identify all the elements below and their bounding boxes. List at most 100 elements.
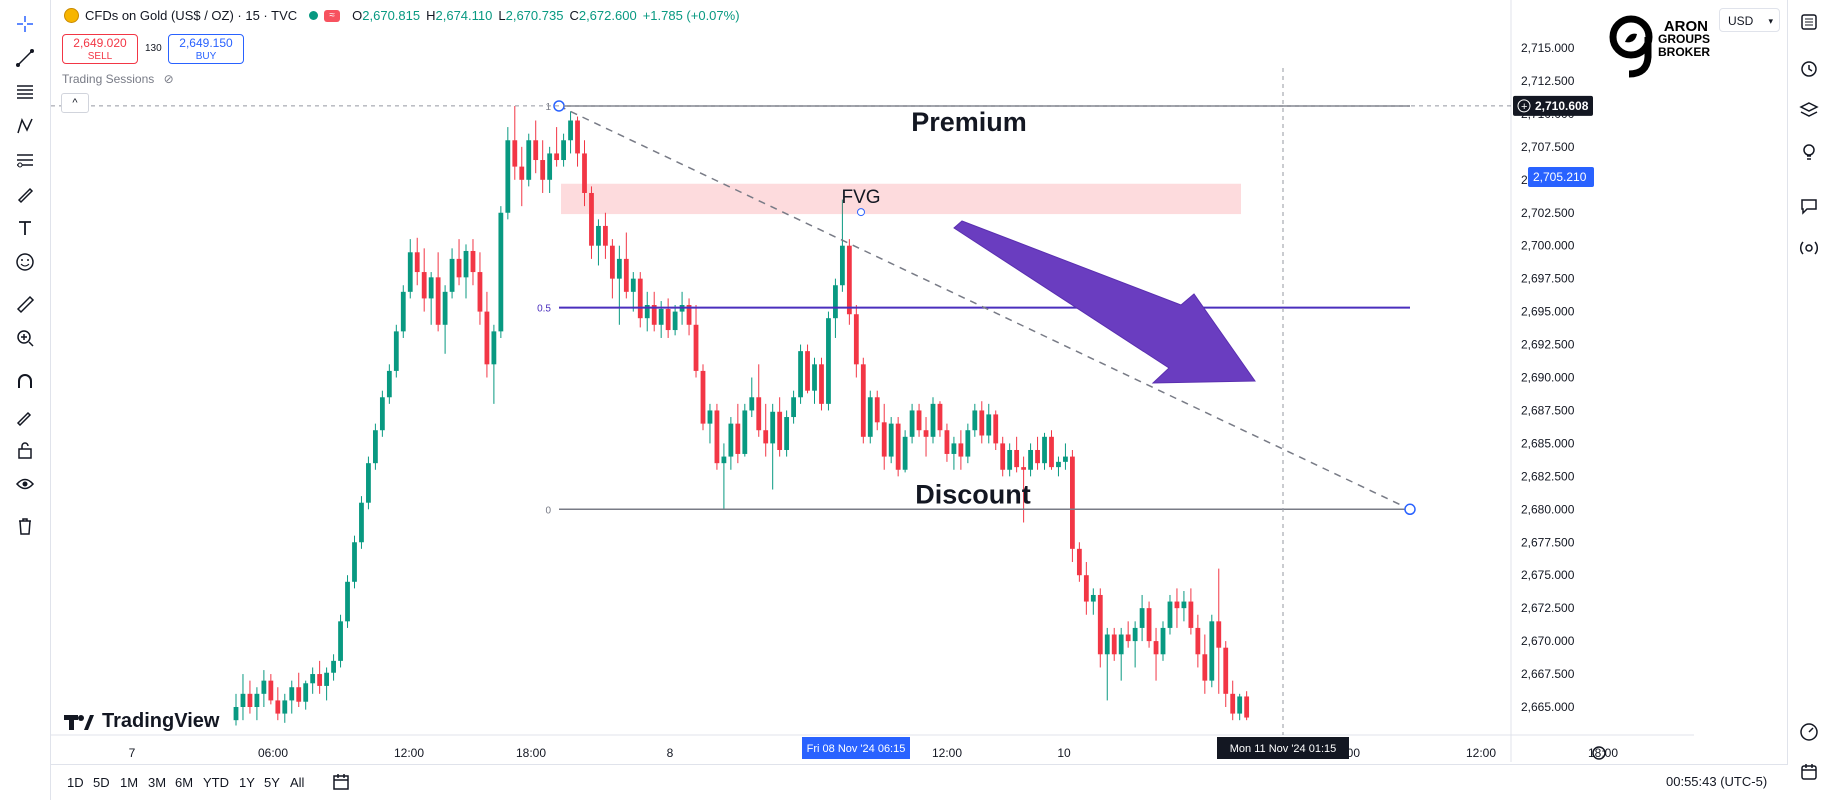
spread-value: 130 <box>145 43 162 54</box>
candle-bearish <box>665 308 671 331</box>
clock-timezone[interactable]: 00:55:43 (UTC-5) <box>1666 774 1768 789</box>
fvg-zone[interactable] <box>561 183 1241 215</box>
watchlist-icon[interactable] <box>1795 8 1823 36</box>
candle-bullish <box>839 245 845 286</box>
candle-bearish <box>1035 449 1040 464</box>
crosshair-icon[interactable] <box>11 10 39 38</box>
candlestick-chart[interactable]: 2,715.0002,712.5002,710.0002,707.5002,70… <box>51 0 1694 762</box>
candle-bearish <box>435 277 441 325</box>
candle-bearish <box>805 351 810 391</box>
candle-bearish <box>609 245 615 279</box>
close-label: C <box>569 8 579 23</box>
signal-broadcast-icon[interactable] <box>1795 234 1823 262</box>
y-tick-label: 2,712.500 <box>1521 74 1575 88</box>
candle-bearish <box>519 166 525 180</box>
range-5d[interactable]: 5D <box>93 775 110 790</box>
currency-selector[interactable]: USD ▾ <box>1719 8 1780 32</box>
range-6m[interactable]: 6M <box>175 775 194 790</box>
candle-bullish <box>644 305 650 319</box>
alarm-clock-icon[interactable] <box>1795 54 1823 82</box>
candle-bullish <box>833 285 838 319</box>
y-tick-label: 2,685.000 <box>1521 436 1575 450</box>
sell-button[interactable]: 2,649.020 SELL <box>62 34 138 64</box>
discount-zone-label: Discount <box>915 479 1031 509</box>
candle-bullish <box>568 120 573 141</box>
chart-area[interactable]: 2,715.0002,712.5002,710.0002,707.5002,70… <box>51 0 1694 762</box>
range-3m[interactable]: 3M <box>148 775 167 790</box>
y-tick-label: 2,667.500 <box>1521 667 1575 681</box>
speedometer-icon[interactable] <box>1795 718 1823 746</box>
layers-icon[interactable] <box>1795 96 1823 124</box>
buy-button[interactable]: 2,649.150 BUY <box>168 34 244 64</box>
pattern-icon[interactable] <box>11 112 39 140</box>
symbol-title[interactable]: CFDs on Gold (US$ / OZ) · 15 · TVC <box>85 8 298 23</box>
brush-icon[interactable] <box>11 180 39 208</box>
bearish-arrow-shape[interactable] <box>953 220 1256 384</box>
magnet-icon[interactable] <box>11 368 39 396</box>
horizontal-lines-icon[interactable] <box>11 78 39 106</box>
x-tick-label: 12:00 <box>1466 746 1496 760</box>
candle-bullish <box>352 542 357 582</box>
candle-bearish <box>1216 621 1222 648</box>
chart-settings-icon[interactable] <box>1592 746 1606 760</box>
candle-bullish <box>359 502 364 543</box>
candle-bullish <box>282 700 288 714</box>
candle-bullish <box>791 397 796 418</box>
candle-bullish <box>386 370 392 398</box>
trading-sessions-indicator[interactable]: Trading Sessions ⊘ <box>62 72 174 86</box>
y-tick-label: 2,672.500 <box>1521 601 1575 615</box>
emoji-icon[interactable] <box>11 248 39 276</box>
ruler-icon[interactable] <box>11 290 39 318</box>
range-ytd[interactable]: YTD <box>203 775 229 790</box>
candle-bullish <box>407 252 413 292</box>
y-tick-label: 2,682.500 <box>1521 469 1575 483</box>
x-tick-label: 10 <box>1057 746 1071 760</box>
add-alert-icon[interactable] <box>1517 99 1531 113</box>
y-tick-label: 2,670.000 <box>1521 634 1575 648</box>
range-1d[interactable]: 1D <box>67 775 84 790</box>
tradingview-text: TradingView <box>102 710 220 732</box>
current-price-label: 2,705.210 <box>1533 170 1587 184</box>
candle-bearish <box>268 680 274 701</box>
pencil-lock-icon[interactable] <box>11 402 39 430</box>
candle-bullish <box>233 707 239 721</box>
candle-bearish <box>693 324 699 371</box>
idea-bulb-icon[interactable] <box>1795 138 1823 166</box>
range-1y[interactable]: 1Y <box>239 775 255 790</box>
chevron-down-icon: ▾ <box>1768 16 1773 26</box>
y-tick-label: 2,695.000 <box>1521 305 1575 319</box>
gold-coin-icon <box>64 8 79 23</box>
candle-bearish <box>603 225 608 246</box>
range-5y[interactable]: 5Y <box>264 775 280 790</box>
lock-icon[interactable] <box>11 436 39 464</box>
candle-bearish <box>993 414 999 444</box>
logo-line-aron: ARON <box>1663 18 1708 35</box>
calendar-icon[interactable] <box>1795 758 1823 786</box>
fib-end-handle[interactable] <box>1404 503 1416 516</box>
range-all[interactable]: All <box>290 775 305 790</box>
candle-bearish <box>714 410 720 464</box>
text-icon[interactable] <box>11 214 39 242</box>
trend-line-icon[interactable] <box>11 44 39 72</box>
eye-icon[interactable] <box>11 470 39 498</box>
candle-bearish <box>1195 627 1201 655</box>
chat-icon[interactable] <box>1795 192 1823 220</box>
eye-off-icon[interactable]: ⊘ <box>163 72 174 86</box>
candle-bullish <box>812 364 817 391</box>
zoom-in-icon[interactable] <box>11 324 39 352</box>
fib-retracement-icon[interactable] <box>11 146 39 174</box>
trash-icon[interactable] <box>11 512 39 540</box>
fvg-anchor-handle[interactable] <box>857 208 865 217</box>
range-1m[interactable]: 1M <box>120 775 139 790</box>
candle-bearish <box>1076 548 1082 576</box>
candle-bearish <box>1230 693 1236 714</box>
collapse-legend-button[interactable]: ^ <box>61 93 89 113</box>
candle-bullish <box>393 331 399 371</box>
candle-bearish <box>470 250 476 273</box>
candle-bullish <box>798 351 803 398</box>
date-range-icon[interactable] <box>331 772 351 797</box>
x-tick-label: 12:00 <box>932 746 962 760</box>
candle-bearish <box>637 278 643 319</box>
fib-trend-line[interactable] <box>558 105 1411 510</box>
x-tick-label: 12:00 <box>394 746 424 760</box>
